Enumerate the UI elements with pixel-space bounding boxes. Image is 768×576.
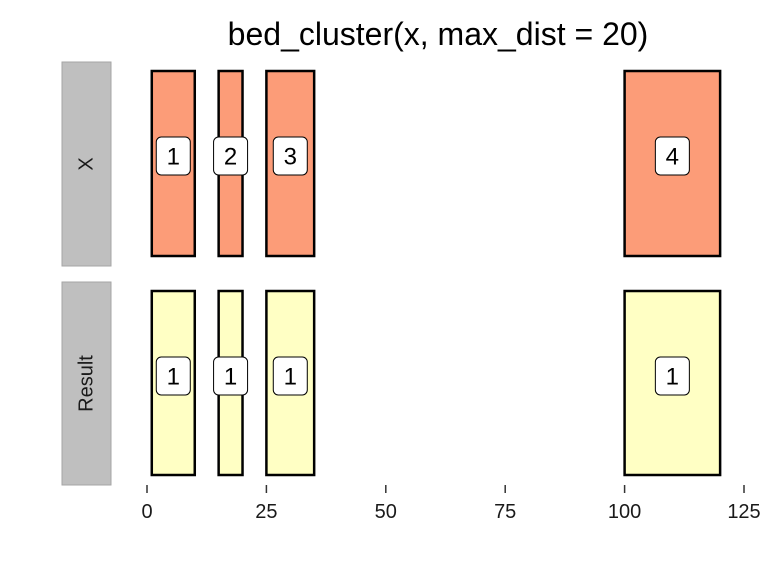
strip-label-result: Result	[76, 355, 98, 412]
interval-label-result-2: 1	[224, 364, 237, 391]
x-tick-label-75: 75	[494, 501, 516, 523]
chart-title: bed_cluster(x, max_dist = 20)	[228, 16, 649, 52]
interval-label-result-1: 1	[167, 364, 180, 391]
x-axis: 0 25 50 75 100 125	[141, 485, 761, 523]
interval-label-box-result-2	[213, 356, 249, 396]
interval-label-result-3: 1	[284, 364, 297, 391]
interval-label-box-x-3	[272, 136, 308, 176]
strip-result	[61, 281, 112, 486]
x-tick-label-125: 125	[727, 501, 760, 523]
interval-label-box-x-2	[213, 136, 249, 176]
interval-label-box-x-1	[155, 136, 191, 176]
interval-label-x-4: 4	[666, 144, 679, 171]
x-tick-label-0: 0	[141, 501, 152, 523]
x-tick-label-100: 100	[608, 501, 641, 523]
strip-label-x: X	[76, 157, 98, 170]
interval-label-x-1: 1	[167, 144, 180, 171]
interval-label-box-result-1	[155, 356, 191, 396]
panel-result: Result 1 1 1 1	[61, 281, 722, 486]
interval-label-x-3: 3	[284, 144, 297, 171]
interval-label-box-result-4	[654, 356, 690, 396]
x-tick-label-50: 50	[375, 501, 397, 523]
panel-x: X 1 2 3 4	[61, 61, 722, 267]
panels: X 1 2 3 4 Result 1 1 1 1	[61, 61, 722, 486]
interval-label-x-2: 2	[224, 144, 237, 171]
strip-x	[61, 61, 112, 267]
interval-label-box-x-4	[654, 136, 690, 176]
interval-label-result-4: 1	[666, 364, 679, 391]
interval-label-box-result-3	[272, 356, 308, 396]
x-tick-label-25: 25	[255, 501, 277, 523]
